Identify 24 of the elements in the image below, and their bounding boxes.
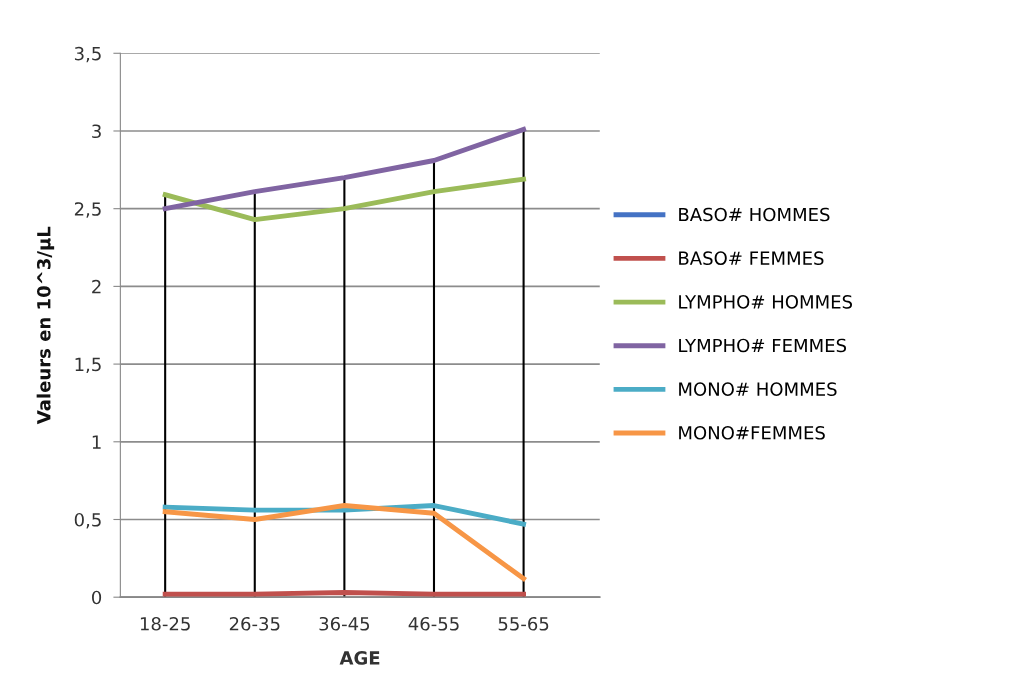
- legend-label: MONO# HOMMES: [679, 382, 837, 396]
- legend-label: LYMPHO# FEMMES: [679, 338, 847, 353]
- y-tick-label: 0: [92, 590, 102, 605]
- y-tick-label: 2: [92, 279, 101, 294]
- y-tick-label: 2,5: [74, 202, 101, 218]
- legend-label: BASO# HOMMES: [679, 207, 830, 222]
- line-series: [162, 176, 527, 222]
- y-tick-label: 3,5: [74, 46, 101, 63]
- x-tick-label: 18-25: [140, 616, 190, 631]
- y-axis-title: Valeurs en 10^3/µL: [36, 226, 55, 425]
- y-tick-label: 3: [92, 124, 101, 139]
- y-tick-label: 0,5: [74, 512, 101, 529]
- line-series: [162, 503, 527, 581]
- legend-label: LYMPHO# HOMMES: [679, 294, 853, 309]
- x-tick-label: 55-65: [498, 616, 549, 631]
- y-tick-label: 1,5: [75, 357, 101, 374]
- x-tick-label: 36-45: [319, 616, 370, 631]
- y-tick-label: 1: [92, 435, 101, 449]
- x-tick-label: 46-55: [408, 616, 459, 631]
- x-axis-title: AGE: [339, 651, 380, 665]
- line-series: [162, 127, 527, 212]
- x-tick-label: 26-35: [229, 616, 280, 631]
- legend-label: MONO#FEMMES: [679, 425, 825, 440]
- legend-label: BASO# FEMMES: [679, 251, 824, 265]
